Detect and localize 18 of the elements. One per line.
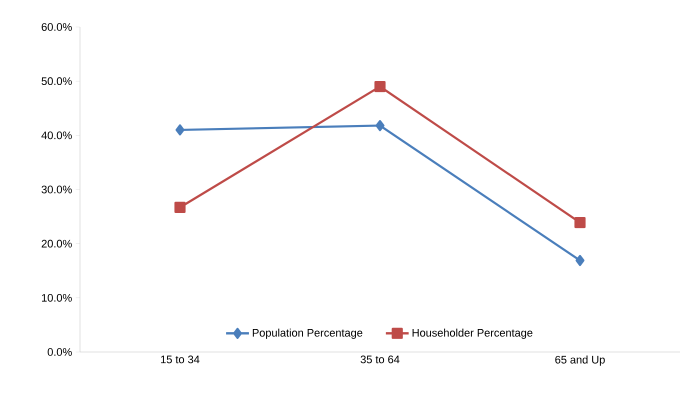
legend-label: Population Percentage — [252, 328, 362, 339]
y-tick-label: 40.0% — [41, 131, 72, 140]
y-tick-label: 30.0% — [42, 186, 72, 194]
point — [574, 216, 586, 228]
point — [576, 254, 584, 266]
point — [174, 202, 186, 213]
y-tick-label: 60.0% — [42, 23, 72, 31]
y-tick-label: 0.0% — [48, 348, 72, 356]
legend-label: Householder Percentage — [412, 328, 532, 339]
y-tick-label: 10.0% — [42, 294, 72, 302]
point — [376, 120, 384, 132]
y-tick-label: 50.0% — [42, 77, 72, 86]
x-tick-label: 15 to 34 — [161, 356, 200, 364]
x-tick-label: 35 to 64 — [360, 356, 400, 364]
point — [176, 124, 184, 136]
point — [374, 81, 386, 92]
y-tick-label: 20.0% — [42, 240, 72, 248]
x-tick-label: 65 and Up — [555, 356, 605, 366]
